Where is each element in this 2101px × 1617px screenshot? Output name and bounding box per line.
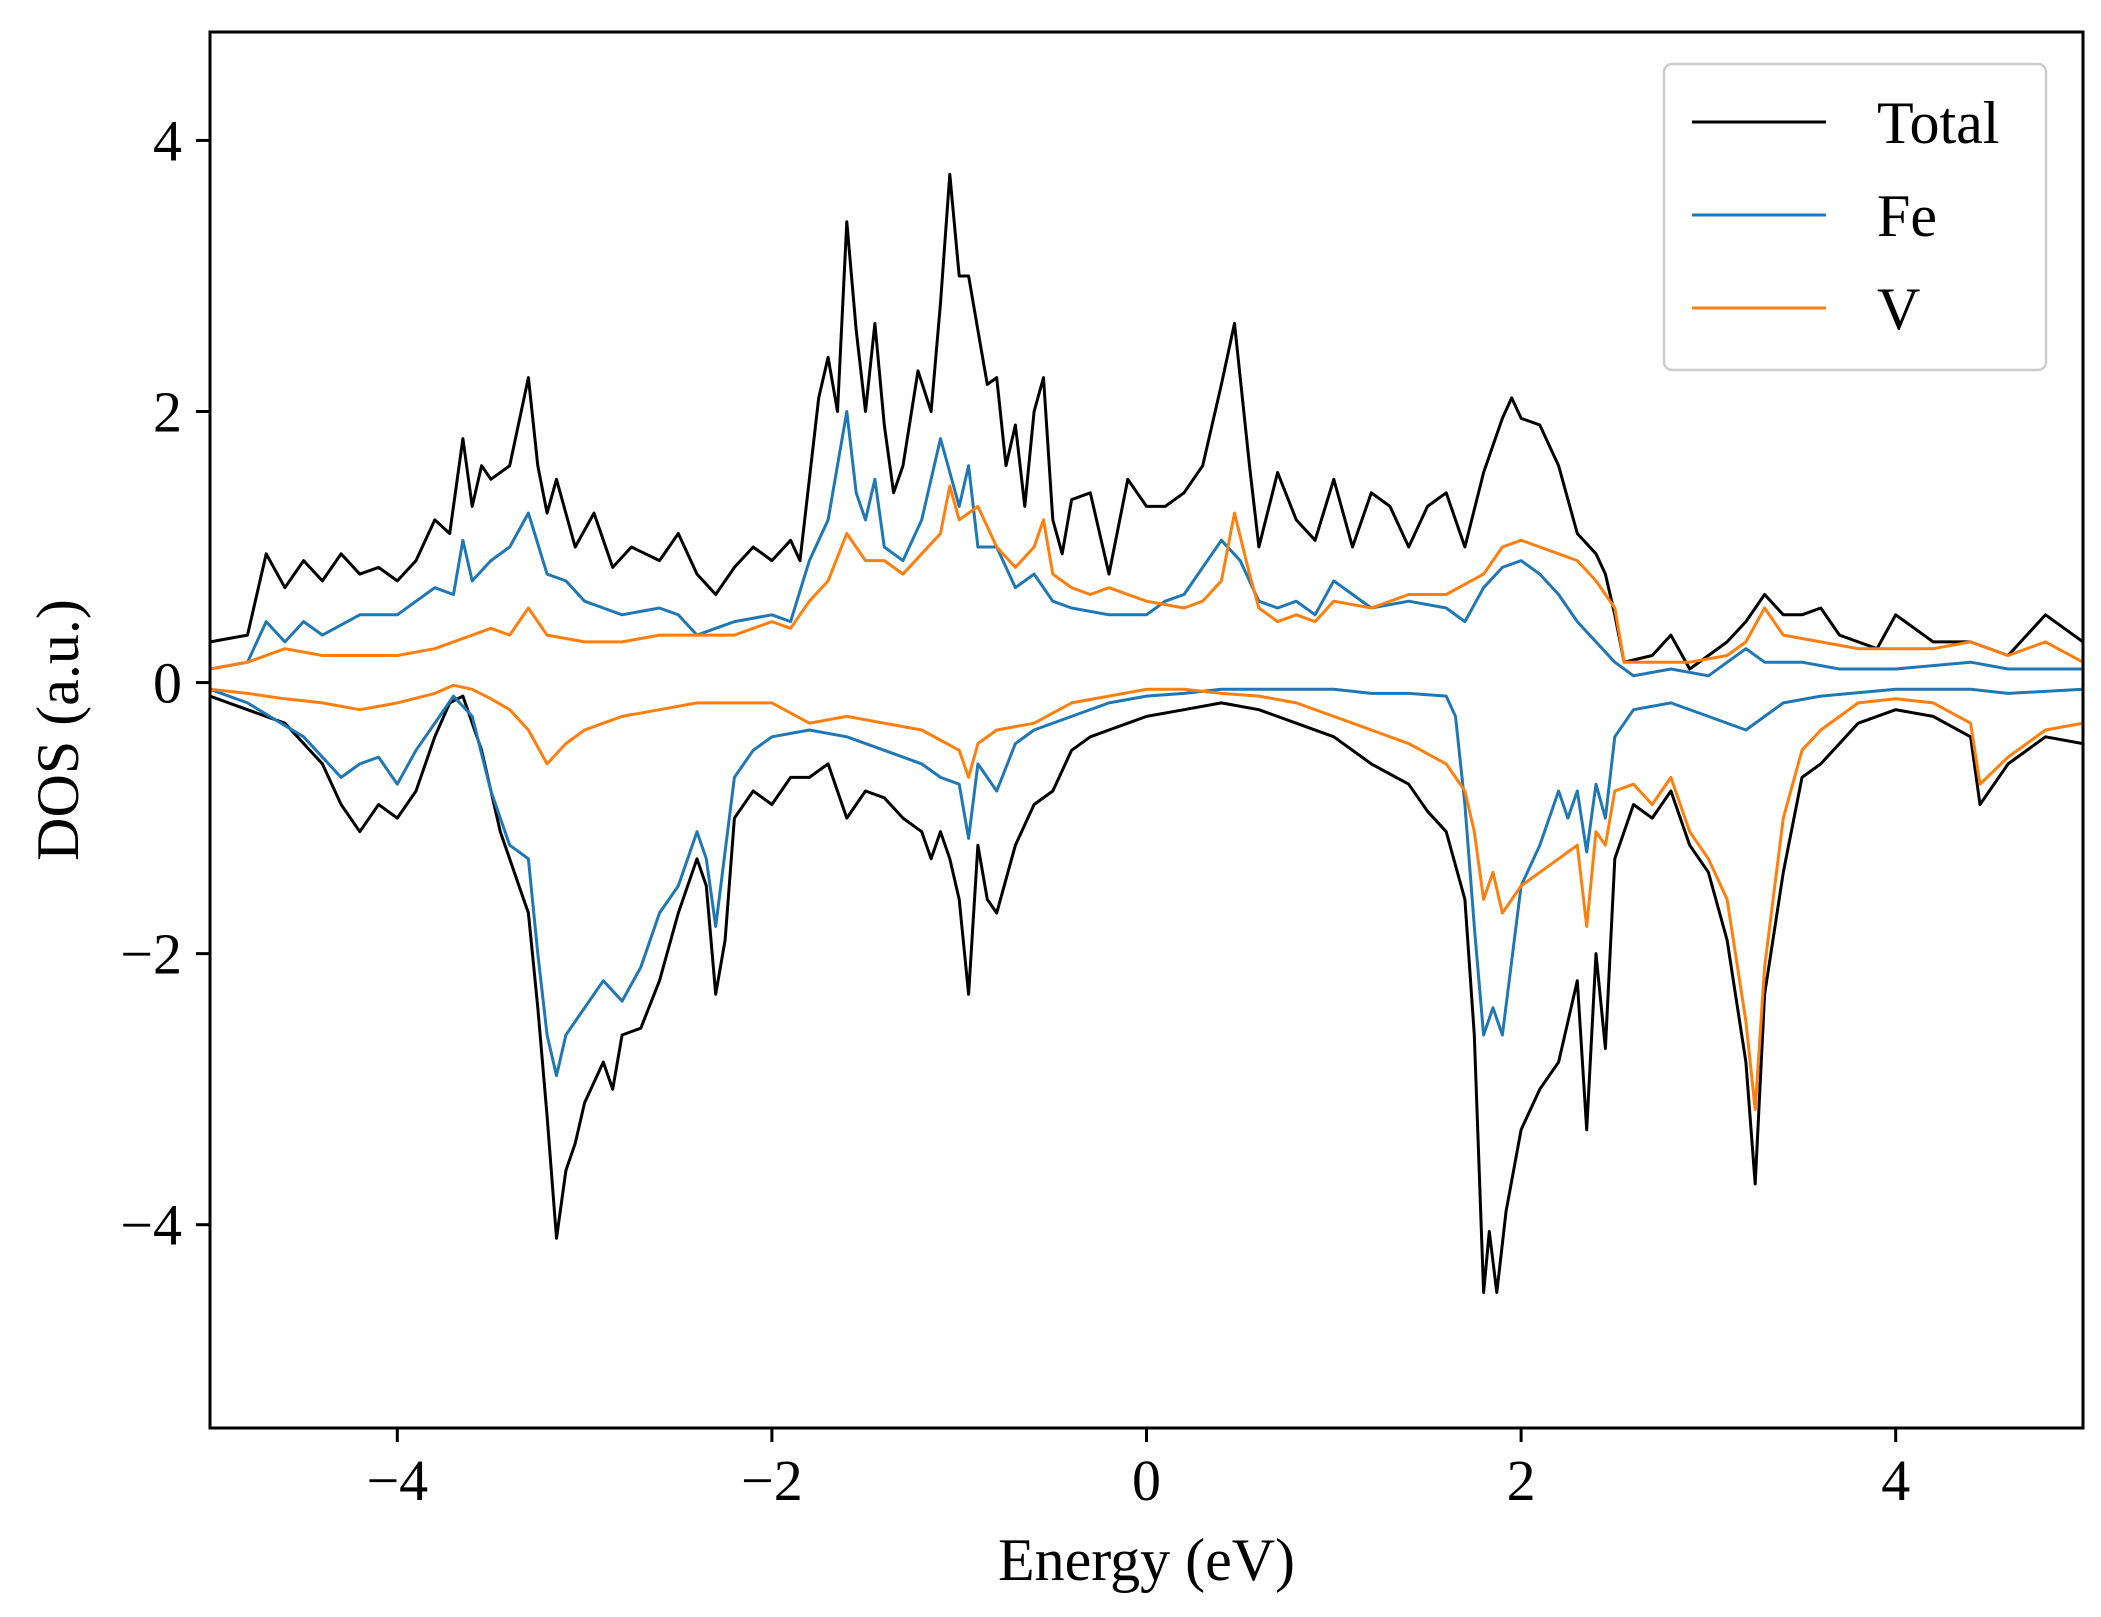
x-tick-label: −4 bbox=[366, 1448, 428, 1513]
y-tick-label: 4 bbox=[153, 108, 182, 173]
x-tick-label: 4 bbox=[1881, 1448, 1910, 1513]
legend-label-fe: Fe bbox=[1877, 183, 1937, 249]
series-line-v-up bbox=[210, 484, 2083, 671]
series-line-v-down bbox=[210, 683, 2083, 1111]
legend-label-v: V bbox=[1877, 276, 1920, 342]
series-line-total-down bbox=[210, 694, 2083, 1294]
y-tick-label: −4 bbox=[120, 1193, 182, 1258]
x-tick-label: −2 bbox=[741, 1448, 803, 1513]
axis-ticks: −4 −2 0 2 4 −4 −2 0 2 4 bbox=[120, 108, 1910, 1513]
x-tick-label: 2 bbox=[1507, 1448, 1536, 1513]
series-line-fe-down bbox=[210, 687, 2083, 1078]
legend: Total Fe V bbox=[1662, 62, 2048, 372]
series-line-fe-up bbox=[210, 410, 2083, 678]
x-axis-label: Energy (eV) bbox=[998, 1527, 1295, 1593]
series-lines bbox=[210, 172, 2083, 1294]
legend-box bbox=[1662, 62, 2048, 372]
y-axis-label: DOS (a.u.) bbox=[25, 599, 91, 861]
y-tick-label: 0 bbox=[153, 651, 182, 716]
y-tick-label: −2 bbox=[120, 922, 182, 987]
legend-label-total: Total bbox=[1877, 90, 1999, 156]
y-tick-label: 2 bbox=[153, 379, 182, 444]
x-tick-label: 0 bbox=[1132, 1448, 1161, 1513]
